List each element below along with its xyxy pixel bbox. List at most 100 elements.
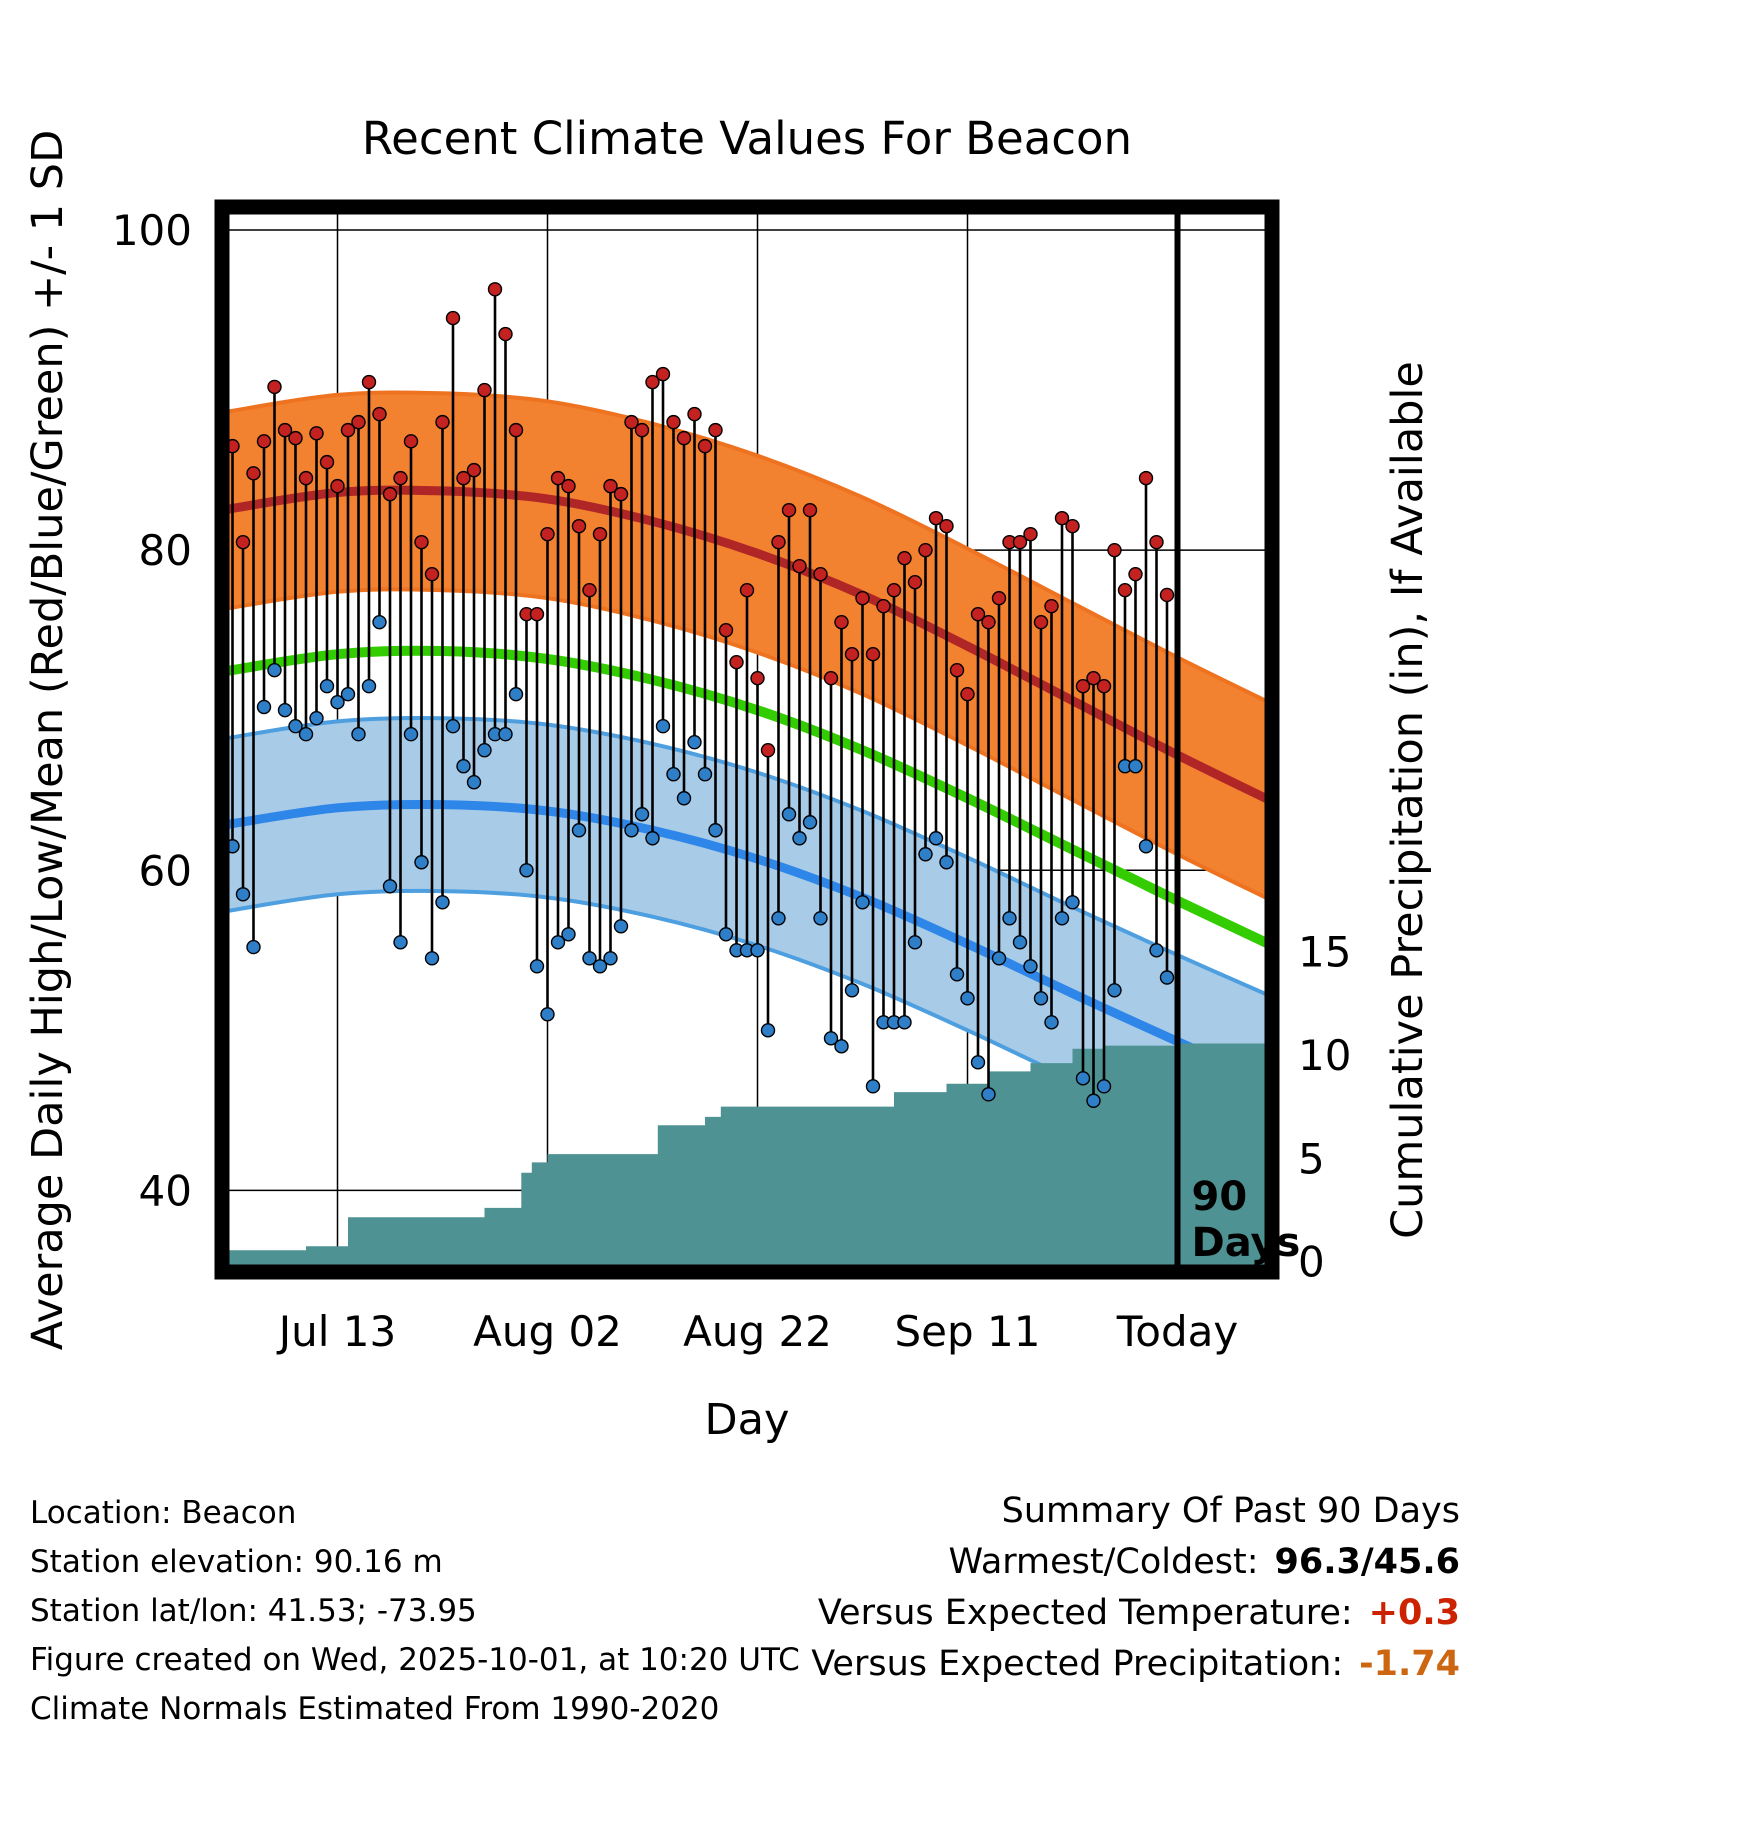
summary-value: 96.3/45.6 — [1274, 1542, 1461, 1582]
daily-low-dot — [802, 815, 818, 830]
daily-low-dot — [1023, 959, 1038, 974]
daily-high-dot — [792, 558, 807, 574]
daily-low-dot — [267, 662, 282, 678]
daily-high-dot — [802, 502, 818, 518]
daily-low-dot — [1075, 1071, 1091, 1086]
daily-low-dot — [666, 767, 681, 782]
daily-low-dot — [1149, 943, 1164, 958]
daily-high-dot — [477, 382, 492, 398]
daily-low-dot — [508, 687, 524, 702]
daily-high-dot — [508, 422, 524, 438]
summary-label: Versus Expected Temperature: — [817, 1593, 1353, 1633]
daily-low-dot — [288, 719, 303, 734]
daily-high-dot — [1096, 679, 1112, 694]
daily-low-dot — [256, 699, 272, 715]
daily-high-dot — [309, 426, 324, 441]
daily-high-dot — [393, 470, 408, 486]
daily-low-dot — [361, 679, 377, 694]
right-axis-tick-label: 15 — [1298, 927, 1351, 976]
daily-high-dot — [739, 582, 755, 598]
daily-high-dot — [876, 598, 891, 614]
daily-low-dot — [634, 807, 650, 822]
daily-high-dot — [1107, 542, 1122, 558]
daily-low-dot — [1107, 983, 1122, 998]
daily-low-dot — [718, 927, 734, 942]
daily-high-dot — [760, 743, 776, 758]
daily-low-dot — [435, 895, 450, 910]
daily-low-dot — [330, 695, 345, 710]
daily-stems — [225, 282, 1175, 1108]
daily-high-dot — [1159, 587, 1175, 603]
daily-high-dot — [918, 542, 933, 558]
summary-row-warmest-coldest: Warmest/Coldest: 96.3/45.6 — [700, 1537, 1460, 1588]
daily-low-dot — [445, 719, 461, 734]
daily-high-dot — [687, 406, 702, 422]
daily-high-dot — [592, 526, 608, 542]
daily-low-dot — [403, 727, 419, 742]
daily-high-dot — [897, 550, 912, 566]
daily-high-dot — [277, 422, 293, 438]
daily-low-dot — [624, 823, 639, 838]
summary-value: +0.3 — [1368, 1593, 1460, 1633]
annotation-90: 90 — [1192, 1174, 1248, 1220]
daily-high-dot — [697, 438, 713, 454]
daily-high-dot — [256, 434, 272, 449]
daily-low-dot — [970, 1055, 986, 1070]
daily-low-dot — [1159, 970, 1175, 985]
daily-high-dot — [1033, 614, 1049, 630]
daily-high-dot — [319, 454, 335, 470]
daily-high-dot — [372, 406, 387, 422]
daily-high-dot — [949, 662, 965, 678]
daily-low-dot — [351, 727, 366, 742]
daily-low-dot — [613, 919, 629, 934]
daily-low-dot — [855, 895, 870, 910]
daily-high-dot — [540, 526, 555, 542]
daily-low-dot — [582, 951, 597, 966]
daily-low-dot — [592, 959, 608, 974]
daily-high-dot — [970, 606, 986, 622]
daily-high-dot — [414, 534, 429, 550]
daily-low-dot — [309, 711, 324, 726]
daily-low-dot — [393, 935, 408, 950]
summary-label: Versus Expected Precipitation: — [811, 1644, 1344, 1684]
x-axis-tick-label: Jul 13 — [276, 1307, 396, 1356]
daily-high-dot — [561, 478, 576, 494]
daily-low-dot — [1033, 991, 1049, 1006]
daily-low-dot — [813, 911, 828, 926]
daily-low-dot — [414, 855, 429, 870]
daily-high-dot — [729, 654, 744, 670]
daily-high-dot — [1075, 679, 1091, 694]
daily-low-dot — [1065, 895, 1080, 910]
daily-high-dot — [246, 466, 261, 481]
daily-high-dot — [487, 282, 503, 297]
right-axis-tick-label: 10 — [1298, 1031, 1351, 1080]
daily-high-dot — [960, 687, 975, 702]
daily-high-dot — [624, 414, 639, 430]
daily-high-dot — [750, 670, 765, 686]
left-axis-title: Average Daily High/Low/Mean (Red/Blue/Gr… — [23, 130, 73, 1350]
daily-high-dot — [991, 590, 1007, 606]
cumulative-precip-area — [222, 1043, 1272, 1272]
daily-low-dot — [340, 687, 356, 702]
x-axis-tick-label: Today — [1116, 1307, 1238, 1356]
daily-high-dot — [330, 478, 345, 494]
daily-low-dot — [1044, 1015, 1059, 1030]
figure-created: Figure created on Wed, 2025-10-01, at 10… — [30, 1642, 800, 1678]
daily-high-dot — [1065, 518, 1080, 534]
daily-high-dot — [823, 670, 839, 686]
left-axis-tick-label: 40 — [139, 1166, 192, 1215]
climate-normals-note: Climate Normals Estimated From 1990-2020 — [30, 1691, 720, 1727]
daily-low-dot — [1002, 911, 1017, 926]
right-axis-title: Cumulative Precipitation (in), If Availa… — [1383, 361, 1433, 1239]
daily-high-dot — [834, 614, 849, 630]
daily-high-dot — [634, 422, 650, 438]
station-info: Location: Beacon Station elevation: 90.1… — [30, 1489, 800, 1734]
daily-high-dot — [645, 374, 660, 390]
daily-low-dot — [235, 887, 251, 902]
daily-high-dot — [1044, 598, 1059, 614]
daily-high-dot — [886, 582, 902, 598]
daily-high-dot — [288, 430, 303, 446]
x-axis-tick-label: Sep 11 — [895, 1307, 1041, 1356]
summary-panel: Summary Of Past 90 Days Warmest/Coldest:… — [700, 1486, 1460, 1690]
daily-low-dot — [949, 967, 965, 982]
